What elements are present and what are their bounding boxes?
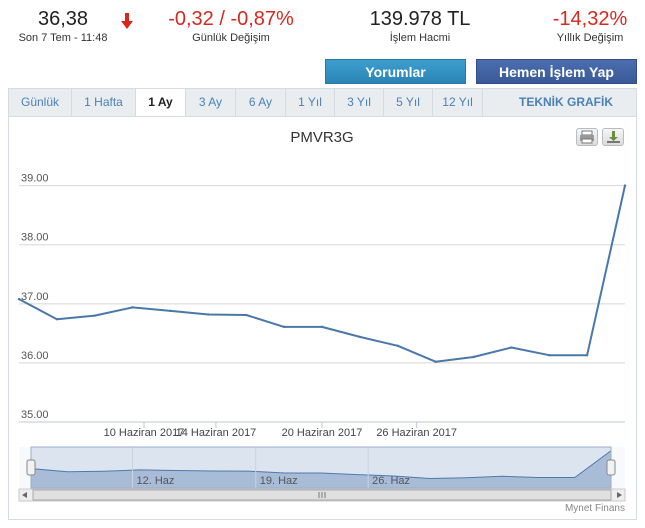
yearly-change: -14,32% Yıllık Değişim: [540, 6, 640, 45]
navigator-right-handle[interactable]: [606, 459, 616, 476]
x-tick-label: 14 Haziran 2017: [176, 427, 257, 439]
price-point: [17, 297, 21, 301]
tab-1-month[interactable]: 1 Ay: [136, 89, 186, 117]
price-point: [472, 355, 475, 359]
tab-daily[interactable]: Günlük: [9, 89, 72, 116]
price-point: [245, 313, 248, 317]
chart-credits: Mynet Finans: [564, 503, 625, 514]
navigator-series: [30, 449, 612, 489]
yearly-change-value: -14,32%: [552, 8, 628, 30]
navigator-label: 19. Haz: [260, 475, 298, 487]
tab-1-week[interactable]: 1 Hafta: [72, 89, 136, 116]
price-point: [358, 335, 362, 339]
tab-technical-chart[interactable]: TEKNİK GRAFİK: [519, 95, 613, 109]
tab-6-months[interactable]: 6 Ay: [236, 89, 286, 116]
tab-12-years[interactable]: 12 Yıl: [433, 89, 483, 116]
price-point: [93, 314, 96, 317]
x-tick-label: 10 Haziran 2017: [104, 427, 185, 439]
tab-3-months[interactable]: 3 Ay: [186, 89, 236, 116]
price-point: [623, 184, 627, 187]
navigator-left-handle[interactable]: [26, 459, 36, 476]
scroll-right-icon[interactable]: [617, 492, 622, 498]
last-price-value: 36,38: [37, 8, 89, 30]
print-icon[interactable]: [576, 128, 598, 146]
price-point: [55, 317, 59, 321]
navigator-label: 26. Haz: [372, 475, 410, 487]
y-tick-label: 39.00: [21, 173, 49, 185]
arrow-down-icon: [121, 13, 133, 29]
tab-3-years[interactable]: 3 Yıl: [335, 89, 384, 116]
x-tick-label: 20 Haziran 2017: [282, 427, 363, 439]
navigator-selection[interactable]: [30, 446, 612, 489]
download-icon[interactable]: [602, 128, 624, 146]
price-point: [131, 306, 134, 309]
y-tick-label: 37.00: [21, 291, 49, 303]
trade-volume-value: 139.978 TL: [369, 8, 471, 30]
price-point: [510, 346, 513, 349]
y-tick-label: 36.00: [21, 350, 49, 362]
price-point: [207, 313, 210, 316]
y-tick-label: 38.00: [21, 232, 49, 244]
price-point: [585, 354, 589, 357]
trade-volume: 139.978 TL İşlem Hacmi: [360, 6, 480, 45]
trade-volume-label: İşlem Hacmi: [389, 32, 451, 44]
price-series-line: [18, 185, 626, 363]
price-point: [282, 325, 286, 329]
price-point: [434, 360, 437, 363]
price-point: [396, 344, 399, 347]
price-point: [548, 354, 551, 357]
chart-title: PMVR3G: [290, 129, 353, 146]
trade-now-button[interactable]: Hemen İşlem Yap: [476, 59, 637, 84]
price-point: [320, 325, 324, 329]
y-tick-label: 35.00: [21, 409, 49, 421]
price-point: [169, 309, 172, 313]
daily-change-label: Günlük Değişim: [192, 32, 270, 44]
tab-1-year[interactable]: 1 Yıl: [286, 89, 335, 116]
daily-change-value: -0,32 / -0,87%: [168, 8, 294, 30]
scroll-left-icon[interactable]: [22, 492, 27, 498]
comments-button[interactable]: Yorumlar: [325, 59, 466, 84]
last-price-time: Son 7 Tem - 11:48: [18, 32, 108, 44]
last-price: 36,38 Son 7 Tem - 11:48: [14, 6, 112, 45]
x-tick-label: 26 Haziran 2017: [376, 427, 457, 439]
period-tabs: Günlük 1 Hafta 1 Ay 3 Ay 6 Ay 1 Yıl 3 Yı…: [8, 88, 637, 117]
tab-5-years[interactable]: 5 Yıl: [384, 89, 433, 116]
navigator-label: 12. Haz: [137, 475, 175, 487]
daily-change: -0,32 / -0,87% Günlük Değişim: [160, 6, 302, 45]
yearly-change-label: Yıllık Değişim: [556, 32, 624, 44]
